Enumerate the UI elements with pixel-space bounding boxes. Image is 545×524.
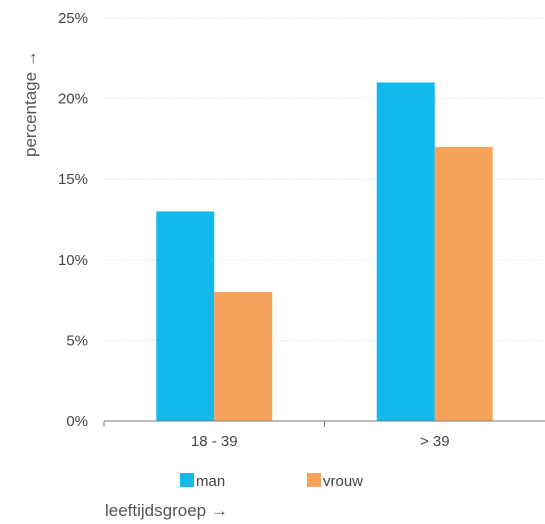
legend-swatch xyxy=(180,473,194,487)
x-tick-label: 18 - 39 xyxy=(191,433,238,450)
x-tick-label: > 39 xyxy=(420,433,450,450)
legend-label: vrouw xyxy=(323,473,363,490)
legend-swatch xyxy=(307,473,321,487)
y-axis-ticks: 0% 5% 10% 15% 20% 25% xyxy=(58,10,88,430)
y-tick-label: 10% xyxy=(58,252,88,269)
y-axis-title: percentage → xyxy=(21,50,40,157)
y-tick-label: 5% xyxy=(66,332,88,349)
y-tick-label: 15% xyxy=(58,171,88,188)
y-tick-label: 20% xyxy=(58,91,88,108)
bar-man-1 xyxy=(376,82,435,421)
x-axis: 18 - 39 > 39 xyxy=(103,420,545,450)
bar-man-0 xyxy=(156,211,215,421)
legend-item-man: man xyxy=(180,473,225,490)
y-tick-label: 0% xyxy=(66,413,88,430)
bars xyxy=(156,82,493,421)
legend: man vrouw xyxy=(180,473,363,490)
y-tick-label: 25% xyxy=(58,10,88,27)
bar-vrouw-0 xyxy=(214,292,273,421)
legend-label: man xyxy=(196,473,225,490)
bar-vrouw-1 xyxy=(434,146,493,421)
legend-item-vrouw: vrouw xyxy=(307,473,363,490)
x-axis-title: leeftijdsgroep → xyxy=(105,501,228,520)
